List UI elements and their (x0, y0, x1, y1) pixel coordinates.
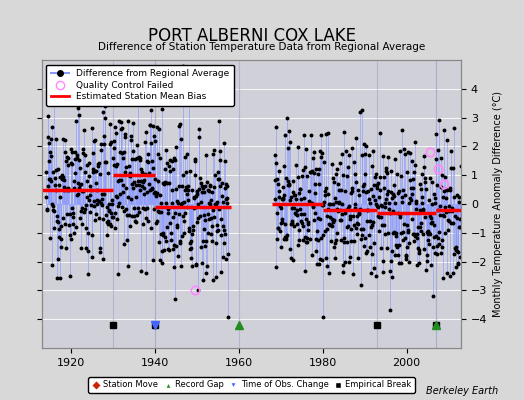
Title: PORT ALBERNI COX LAKE: PORT ALBERNI COX LAKE (148, 26, 355, 44)
Legend: Station Move, Record Gap, Time of Obs. Change, Empirical Break: Station Move, Record Gap, Time of Obs. C… (89, 377, 414, 393)
Y-axis label: Monthly Temperature Anomaly Difference (°C): Monthly Temperature Anomaly Difference (… (493, 91, 503, 317)
Text: Difference of Station Temperature Data from Regional Average: Difference of Station Temperature Data f… (99, 42, 425, 52)
Text: Berkeley Earth: Berkeley Earth (425, 386, 498, 396)
